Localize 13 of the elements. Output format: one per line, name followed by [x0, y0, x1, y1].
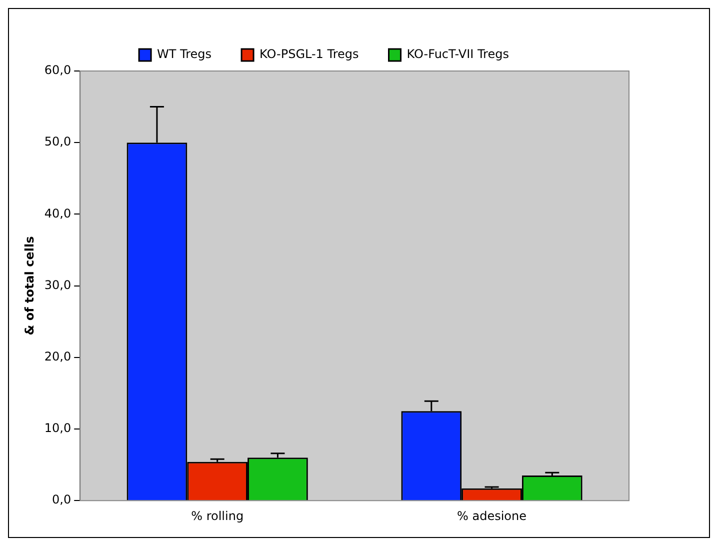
- legend-label: WT Tregs: [157, 47, 212, 62]
- legend-label: KO-FucT-VII Tregs: [406, 47, 509, 62]
- legend-label: KO-PSGL-1 Tregs: [260, 47, 359, 62]
- y-tick-label: 40,0: [44, 206, 72, 220]
- x-tick-label: % adesione: [457, 508, 527, 523]
- y-tick-label: 30,0: [44, 278, 72, 292]
- x-tick-label: % rolling: [191, 508, 244, 523]
- y-tick-label: 0,0: [52, 492, 72, 507]
- y-tick-label: 10,0: [44, 421, 72, 436]
- y-tick-label: 60,0: [44, 63, 72, 78]
- y-tick-label: 20,0: [44, 350, 72, 364]
- y-axis-title: & of total cells: [22, 236, 36, 336]
- y-tick-label: 50,0: [44, 134, 72, 149]
